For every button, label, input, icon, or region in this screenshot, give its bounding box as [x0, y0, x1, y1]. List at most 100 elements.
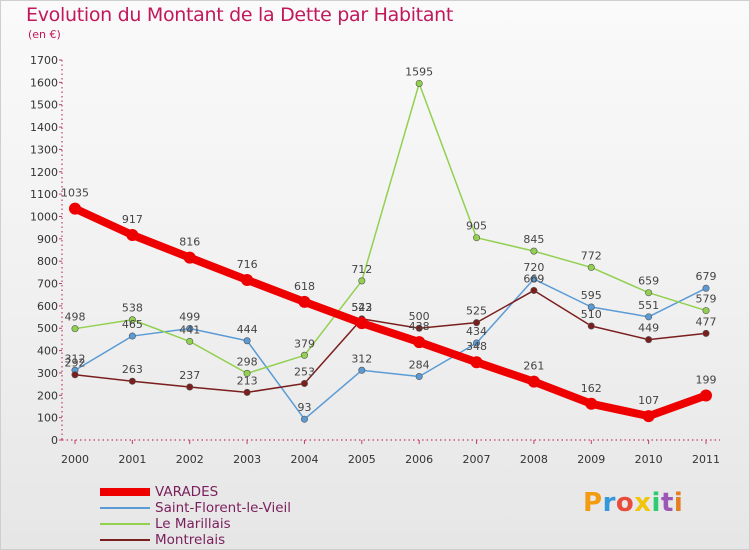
y-tick-label: 0: [51, 434, 58, 447]
data-label-varades: 438: [409, 320, 430, 333]
data-label-varades: 917: [122, 213, 143, 226]
data-label-varades: 716: [237, 258, 258, 271]
data-point-varades: [527, 375, 540, 388]
data-label-montrelais: 213: [237, 374, 258, 387]
data-label-saint-florent-le-vieil: 551: [638, 299, 659, 312]
x-tick-label: 2004: [290, 453, 318, 466]
data-point-varades: [355, 317, 368, 330]
data-label-le-marillais: 379: [294, 337, 315, 350]
data-label-saint-florent-le-vieil: 284: [409, 359, 430, 372]
data-point-varades: [69, 202, 81, 215]
data-label-saint-florent-le-vieil: 465: [122, 318, 143, 331]
data-point-le-marillais: [415, 79, 423, 87]
data-label-montrelais: 510: [581, 308, 602, 321]
legend-swatch-montrelais: [100, 539, 150, 541]
data-label-le-marillais: 845: [523, 233, 544, 246]
data-label-montrelais: 263: [122, 363, 143, 376]
data-label-montrelais: 525: [466, 305, 487, 318]
x-tick-label: 2007: [463, 453, 491, 466]
logo-letter: t: [660, 488, 674, 518]
data-label-montrelais: 253: [294, 365, 315, 378]
logo-letter: i: [673, 488, 684, 518]
data-point-montrelais: [702, 329, 710, 337]
data-point-le-marillais: [128, 316, 136, 324]
logo-letter: i: [651, 488, 661, 518]
data-label-le-marillais: 772: [581, 249, 602, 262]
data-label-varades: 618: [294, 280, 315, 293]
y-tick-label: 1600: [30, 76, 58, 89]
y-tick-label: 300: [37, 367, 58, 380]
data-point-varades: [642, 410, 655, 423]
data-point-varades: [413, 336, 426, 349]
data-point-saint-florent-le-vieil: [415, 373, 423, 381]
data-label-le-marillais: 538: [122, 302, 143, 315]
x-tick-label: 2005: [348, 453, 376, 466]
logo-letter: P: [583, 488, 603, 518]
data-label-montrelais: 500: [409, 310, 430, 323]
y-tick-label: 800: [37, 255, 58, 268]
data-label-saint-florent-le-vieil: 312: [65, 352, 86, 365]
data-point-montrelais: [645, 336, 653, 344]
legend-label-le-marillais: Le Marillais: [155, 516, 231, 532]
data-label-varades: 199: [696, 374, 717, 387]
data-label-montrelais: 542: [351, 301, 372, 314]
series-line-le-marillais: [74, 82, 707, 375]
logo-letter: x: [634, 488, 652, 518]
data-point-varades: [470, 356, 483, 369]
unit-label: (en €): [28, 28, 61, 41]
data-point-montrelais: [243, 388, 251, 396]
y-tick-label: 600: [37, 300, 58, 313]
logo-letter: o: [615, 488, 635, 518]
y-tick-label: 500: [37, 322, 58, 335]
data-point-saint-florent-le-vieil: [243, 337, 251, 345]
data-point-saint-florent-le-vieil: [530, 275, 538, 283]
series-line-saint-florent-le-vieil: [74, 278, 707, 420]
data-label-montrelais: 449: [638, 322, 659, 335]
data-point-le-marillais: [71, 325, 79, 333]
y-tick-label: 1200: [30, 166, 58, 179]
data-label-varades: 1035: [61, 187, 89, 200]
legend-label-varades: VARADES: [155, 484, 219, 500]
data-label-montrelais: 237: [179, 369, 200, 382]
proxiti-logo: Proxiti: [583, 488, 683, 518]
data-point-saint-florent-le-vieil: [128, 332, 136, 340]
data-point-le-marillais: [186, 337, 194, 345]
y-tick-label: 700: [37, 278, 58, 291]
data-label-le-marillais: 498: [65, 311, 86, 324]
data-point-le-marillais: [300, 351, 308, 359]
data-label-saint-florent-le-vieil: 312: [351, 352, 372, 365]
data-point-varades: [298, 295, 311, 308]
data-point-le-marillais: [530, 247, 538, 255]
data-label-varades: 107: [638, 394, 659, 407]
series-line-varades: [71, 204, 710, 421]
y-tick-label: 1000: [30, 210, 58, 223]
data-label-le-marillais: 298: [237, 355, 258, 368]
data-label-le-marillais: 905: [466, 220, 487, 233]
data-point-montrelais: [530, 286, 538, 294]
x-tick-label: 2002: [176, 453, 204, 466]
data-label-le-marillais: 712: [351, 263, 372, 276]
x-tick-label: 2003: [233, 453, 261, 466]
data-label-le-marillais: 579: [696, 293, 717, 306]
y-tick-label: 1100: [30, 188, 58, 201]
data-point-varades: [241, 273, 254, 286]
data-point-montrelais: [587, 322, 595, 330]
legend-label-montrelais: Montrelais: [155, 532, 226, 548]
data-label-varades: 261: [523, 360, 544, 373]
data-label-le-marillais: 659: [638, 275, 659, 288]
y-tick-label: 1400: [30, 121, 58, 134]
x-tick-label: 2000: [61, 453, 89, 466]
axes: 0 100 200 300 400 500 600 700 800 900 1000 1100 1200…: [30, 54, 720, 466]
data-point-montrelais: [415, 324, 423, 332]
legend-swatch-saint-florent-le-vieil: [100, 507, 150, 509]
data-point-montrelais: [300, 379, 308, 387]
data-point-le-marillais: [243, 369, 251, 377]
data-point-varades: [585, 397, 598, 410]
x-tick-label: 2009: [577, 453, 605, 466]
legend-swatch-le-marillais: [100, 523, 150, 525]
y-tick-label: 900: [37, 233, 58, 246]
data-label-varades: 348: [466, 340, 487, 353]
data-point-le-marillais: [358, 277, 366, 285]
data-point-saint-florent-le-vieil: [300, 415, 308, 423]
data-label-saint-florent-le-vieil: 444: [237, 323, 258, 336]
